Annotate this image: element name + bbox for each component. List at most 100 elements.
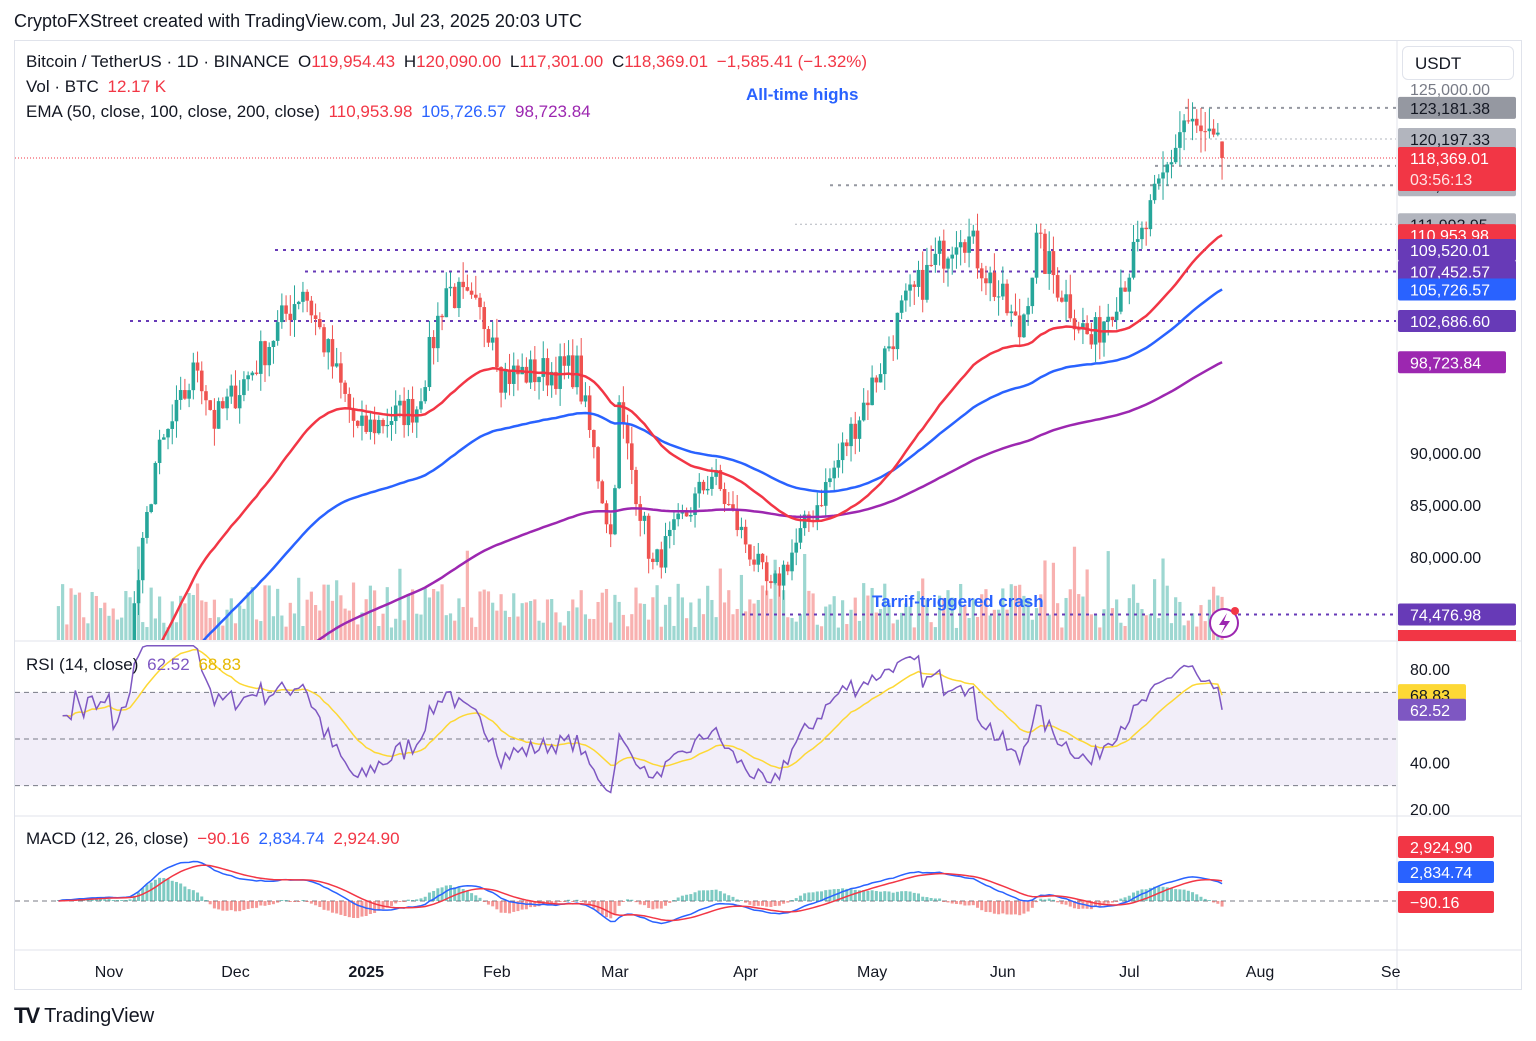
macd-hist-bar xyxy=(760,901,764,906)
macd-hist-bar xyxy=(107,899,111,901)
candle-body xyxy=(216,401,221,429)
rsi-legend: RSI (14, close) 62.52 68.83 xyxy=(26,655,245,675)
candle-body xyxy=(157,439,162,463)
volume-bar xyxy=(1144,615,1148,640)
volume-bar xyxy=(103,602,107,640)
macd-hist-bar xyxy=(883,891,887,901)
macd-label[interactable]: MACD (12, 26, close) xyxy=(26,829,189,848)
macd-hist-bar xyxy=(1056,901,1060,903)
macd-hist-bar xyxy=(1132,892,1136,901)
volume-bar xyxy=(937,595,942,640)
macd-hist-bar xyxy=(398,901,402,902)
candle-body xyxy=(1022,314,1026,338)
symbol-label[interactable]: Bitcoin / TetherUS · 1D · BINANCE xyxy=(26,52,290,71)
volume-bar xyxy=(389,627,394,640)
volume-bar xyxy=(1106,551,1110,640)
candle-body xyxy=(1114,311,1119,321)
macd-hist-bar xyxy=(503,901,507,913)
volume-bar xyxy=(731,614,735,640)
candle-body xyxy=(1034,232,1039,278)
tradingview-brand[interactable]: TV TradingView xyxy=(14,1003,154,1029)
candle-body xyxy=(925,264,929,300)
macd-hist-bar xyxy=(710,889,714,901)
time-axis-label: 2025 xyxy=(348,964,384,981)
rsi-label[interactable]: RSI (14, close) xyxy=(26,655,139,674)
macd-hist-bar xyxy=(427,892,431,901)
volume-label[interactable]: Vol · BTC xyxy=(26,77,99,96)
volume-bar xyxy=(217,617,221,640)
macd-hist-bar xyxy=(790,900,794,901)
macd-hist-bar xyxy=(293,901,297,902)
candle-body xyxy=(575,355,579,388)
candle-body xyxy=(583,395,588,402)
macd-hist-bar xyxy=(562,901,566,902)
candle-body xyxy=(996,296,1001,298)
candle-body xyxy=(212,409,217,429)
candle-body xyxy=(355,420,360,426)
macd-hist-bar xyxy=(1148,887,1152,901)
volume-bar xyxy=(1186,620,1190,640)
candle-body xyxy=(899,300,904,313)
price-tag-bg xyxy=(1398,96,1516,119)
candle-body xyxy=(1207,128,1212,132)
chart-frame xyxy=(14,40,1522,990)
macd-hist-bar xyxy=(115,900,119,901)
volume-bar xyxy=(238,605,242,640)
candle-body xyxy=(444,288,449,318)
volume-bar xyxy=(267,585,271,640)
candle-body xyxy=(511,365,516,384)
volume-bar xyxy=(149,587,153,640)
candle-body xyxy=(318,319,322,328)
currency-button[interactable]: USDT xyxy=(1402,46,1514,80)
candle-body xyxy=(292,304,297,321)
macd-hist-bar xyxy=(162,877,166,901)
candle-body xyxy=(82,676,86,680)
candle-body xyxy=(140,537,145,581)
crash-level-tag-bg xyxy=(1398,603,1516,626)
candle-body xyxy=(507,370,512,384)
candle-body xyxy=(916,269,921,287)
macd-signal-tag: 2,924.90 xyxy=(1410,840,1472,857)
volume-bar xyxy=(1060,627,1064,640)
macd-hist-bar xyxy=(170,880,174,901)
volume-bar xyxy=(685,618,689,640)
volume-bar xyxy=(550,599,554,640)
ema-label[interactable]: EMA (50, close, 100, close, 200, close) xyxy=(26,102,320,121)
volume-bar xyxy=(613,594,617,640)
macd-hist-bar xyxy=(1191,892,1195,901)
macd-hist-bar xyxy=(634,901,638,903)
macd-hist-bar xyxy=(486,901,490,905)
macd-hist-bar xyxy=(828,889,832,901)
macd-hist-bar xyxy=(411,900,415,901)
macd-hist-bar xyxy=(1009,901,1013,915)
volume-bar xyxy=(208,617,212,640)
candle-body xyxy=(1144,227,1148,230)
candle-body xyxy=(731,504,735,510)
macd-hist-bar xyxy=(352,901,356,918)
candle-body xyxy=(663,536,668,568)
macd-hist-bar xyxy=(1001,901,1005,914)
volume-bar xyxy=(56,606,61,640)
volume-bar xyxy=(1131,584,1136,640)
macd-hist-bar xyxy=(891,892,895,901)
volume-bar xyxy=(621,614,625,640)
price-tag: 98,723.84 xyxy=(1410,355,1481,372)
volume-bar xyxy=(225,609,229,640)
candle-body xyxy=(861,402,866,421)
candle-body xyxy=(958,242,963,248)
volume-bar xyxy=(233,623,238,640)
volume-bar xyxy=(1115,599,1119,640)
macd-hist-bar xyxy=(626,899,630,901)
volume-bar xyxy=(351,582,356,640)
macd-hist-bar xyxy=(301,900,305,901)
macd-hist-bar xyxy=(246,901,250,909)
macd-hist-bar xyxy=(1195,894,1199,901)
macd-hist-bar xyxy=(954,901,958,905)
macd-hist-bar xyxy=(815,891,819,901)
volume-bar xyxy=(566,611,571,640)
candle-body xyxy=(1106,316,1111,322)
attribution-text: CryptoFXStreet created with TradingView.… xyxy=(14,11,582,31)
volume-bar xyxy=(554,612,558,640)
candle-body xyxy=(326,339,331,353)
